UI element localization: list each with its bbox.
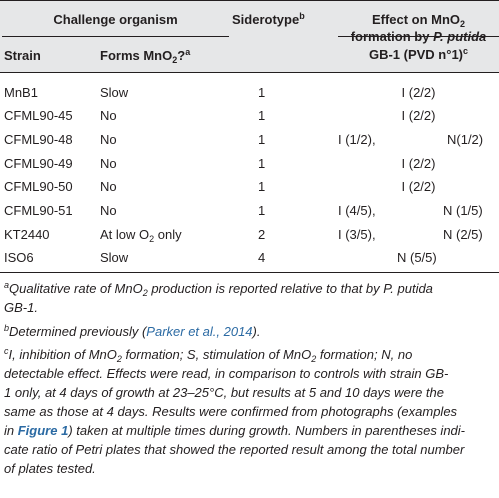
cell-siderotype: 1 — [258, 179, 266, 194]
header-forms-mno2: Forms MnO2?a — [100, 47, 191, 65]
cell-effect-right: N(1/2) — [447, 132, 484, 147]
cell-effect-right: N (1/5) — [443, 203, 483, 218]
footnote-c-line2: detectable effect. Effects were read, in… — [4, 366, 449, 381]
cell-siderotype: 1 — [258, 156, 266, 171]
cell-effect: I (2/2) — [401, 179, 436, 194]
cell-effect: I (2/2) — [401, 85, 436, 100]
cell-siderotype: 4 — [258, 250, 266, 265]
cell-strain: CFML90-49 — [4, 156, 73, 171]
footnote-a-line1: aQualitative rate of MnO2 production is … — [4, 280, 433, 298]
effect-header-underline — [338, 36, 499, 37]
table-top-rule — [0, 0, 499, 1]
header-effect-line3: GB-1 (PVD n°1)c — [368, 46, 469, 63]
header-challenge-organism: Challenge organism — [53, 12, 178, 27]
cell-siderotype: 2 — [258, 227, 266, 242]
challenge-organism-underline — [2, 36, 229, 37]
cell-forms: Slow — [100, 85, 129, 100]
table-header-rule — [0, 72, 499, 73]
cell-strain: CFML90-45 — [4, 108, 73, 123]
footnote-b: bDetermined previously (Parker et al., 2… — [4, 323, 261, 340]
cell-strain: ISO6 — [4, 250, 34, 265]
footnote-c-line4: same as those at 4 days. Results were co… — [4, 404, 458, 419]
cell-effect-left: I (1/2), — [338, 132, 376, 147]
cell-forms: No — [100, 156, 117, 171]
footnote-c-line7: of plates tested. — [4, 461, 96, 476]
cell-forms: At low O2 only — [100, 227, 182, 244]
header-effect-line2: formation by P. putida — [350, 29, 487, 44]
cell-forms: No — [100, 108, 117, 123]
cell-siderotype: 1 — [258, 85, 266, 100]
cell-strain: CFML90-51 — [4, 203, 73, 218]
footnote-c-line3: 1 only, at 4 days of growth at 23–25°C, … — [4, 385, 445, 400]
header-effect-line1: Effect on MnO2 — [371, 12, 466, 29]
cell-siderotype: 1 — [258, 203, 266, 218]
cell-forms: No — [100, 179, 117, 194]
cell-forms: Slow — [100, 250, 129, 265]
citation-link[interactable]: Parker et al., 2014 — [146, 324, 253, 339]
cell-siderotype: 1 — [258, 108, 266, 123]
cell-effect-right: N (2/5) — [443, 227, 483, 242]
footnote-a-line2: GB-1. — [4, 300, 38, 315]
header-strain: Strain — [4, 48, 41, 63]
cell-siderotype: 1 — [258, 132, 266, 147]
cell-strain: CFML90-50 — [4, 179, 73, 194]
cell-effect: N (5/5) — [397, 250, 437, 265]
cell-forms: No — [100, 203, 117, 218]
cell-strain: KT2440 — [4, 227, 50, 242]
table-bottom-rule — [0, 272, 499, 273]
cell-effect: I (2/2) — [401, 108, 436, 123]
footnote-c-line1: cI, inhibition of MnO2 formation; S, sti… — [4, 346, 413, 364]
cell-effect-left: I (3/5), — [338, 227, 376, 242]
figure-link[interactable]: Figure 1 — [17, 423, 69, 438]
cell-effect-left: I (4/5), — [338, 203, 376, 218]
footnote-c-line6: cate ratio of Petri plates that showed t… — [4, 442, 465, 457]
cell-strain: CFML90-48 — [4, 132, 73, 147]
header-siderotype: Siderotypeb — [232, 11, 305, 28]
cell-forms: No — [100, 132, 117, 147]
cell-effect: I (2/2) — [401, 156, 436, 171]
footnote-c-line5: in Figure 1) taken at multiple times dur… — [4, 423, 465, 438]
cell-strain: MnB1 — [4, 85, 38, 100]
